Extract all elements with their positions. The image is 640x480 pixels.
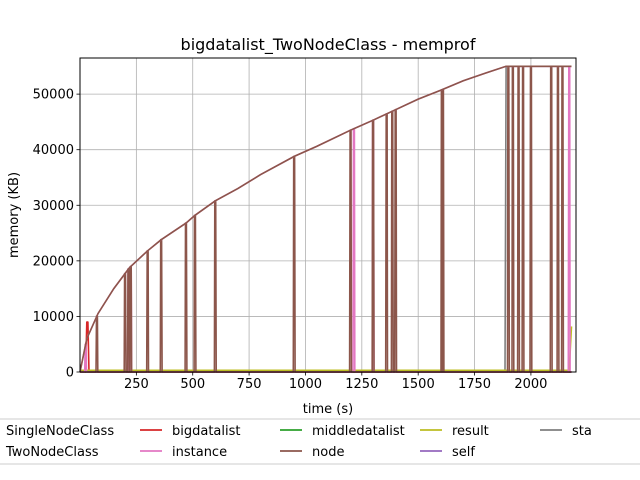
series-line-sta (80, 65, 572, 373)
series-line-result (80, 326, 573, 372)
series-line-bigdatalist (80, 321, 572, 373)
chart-title: bigdatalist_TwoNodeClass - memprof (181, 35, 476, 55)
legend-label-instance: instance (172, 445, 227, 460)
y-tick-label: 50000 (33, 88, 74, 103)
legend-label-node: node (312, 445, 344, 460)
x-tick-label: 750 (237, 377, 262, 392)
x-tick-label: 1250 (345, 377, 378, 392)
y-axis-label: memory (KB) (7, 172, 22, 258)
series-line-node (80, 65, 572, 373)
grid (80, 58, 576, 373)
x-tick-label: 1000 (289, 377, 322, 392)
x-axis-label: time (s) (303, 402, 353, 417)
y-tick-label: 30000 (33, 199, 74, 214)
legend-label-TwoNodeClass: TwoNodeClass (5, 445, 99, 460)
series-line-instance (80, 65, 572, 373)
x-tick-label: 2000 (514, 377, 547, 392)
legend-label-bigdatalist: bigdatalist (172, 424, 241, 439)
series-lines (79, 65, 573, 373)
x-tick-label: 1500 (402, 377, 435, 392)
series-line-instance-envelope (79, 65, 572, 373)
legend-label-result: result (452, 424, 489, 439)
y-axis: 0 10000 20000 30000 40000 50000 (33, 88, 80, 381)
legend-label-SingleNodeClass: SingleNodeClass (6, 424, 114, 439)
legend-label-middledatalist: middledatalist (312, 424, 405, 439)
x-tick-label: 500 (180, 377, 205, 392)
legend-label-self: self (452, 445, 475, 460)
x-axis: 250 500 750 1000 1250 1500 1750 2000 (124, 372, 547, 392)
y-tick-label: 0 (66, 366, 74, 381)
y-tick-label: 20000 (33, 254, 74, 269)
plot-frame (79, 57, 577, 373)
y-tick-label: 40000 (33, 143, 74, 158)
x-tick-label: 1750 (458, 377, 491, 392)
x-tick-label: 250 (124, 377, 149, 392)
legend: SingleNodeClass TwoNodeClass bigdatalist in… (0, 418, 640, 465)
y-tick-label: 10000 (33, 310, 74, 325)
legend-frame (0, 418, 640, 465)
legend-label-sta: sta (572, 424, 592, 439)
series-line-node-envelope (79, 65, 572, 373)
